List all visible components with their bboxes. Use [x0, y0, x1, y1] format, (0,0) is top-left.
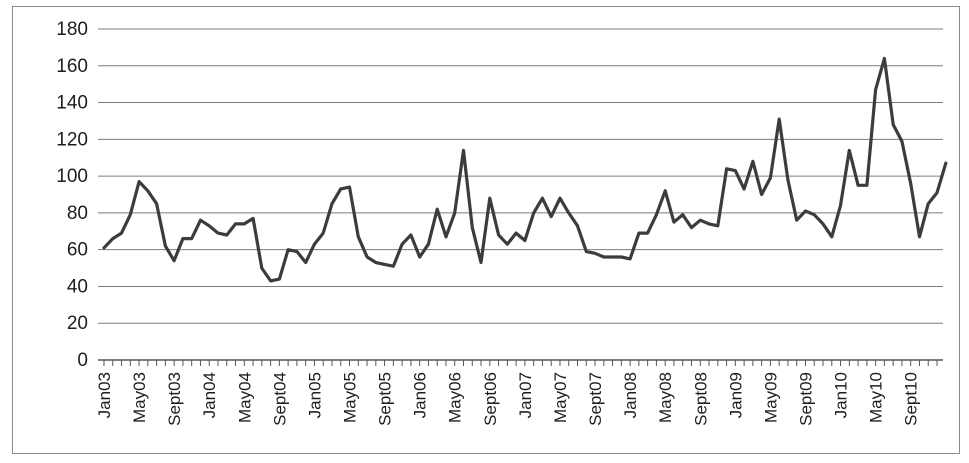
x-tick-label: Jan05	[305, 372, 324, 418]
y-tick-label: 160	[56, 56, 88, 77]
x-tick-label: May06	[446, 372, 465, 423]
x-tick-label: Jan09	[726, 372, 745, 418]
x-tick-label: May07	[551, 372, 570, 423]
x-tick-label: May09	[761, 372, 780, 423]
x-tick-label: Sept03	[165, 372, 184, 426]
x-tick-label: Sept04	[270, 372, 289, 426]
x-tick-label: Jan08	[621, 372, 640, 418]
x-tick-label: Jan07	[516, 372, 535, 418]
y-tick-label: 180	[56, 19, 88, 40]
chart-frame: 0 20 40 60 80 100 120 140 160 180 Jan03 May03 Sept0…	[12, 6, 960, 454]
x-axis-ticks: Jan03 May03 Sept03 Jan04 May04 Sept04 Jan05 May…	[95, 360, 938, 426]
y-tick-label: 100	[56, 166, 88, 187]
x-tick-label: Jan06	[411, 372, 430, 418]
x-tick-label: Sept08	[691, 372, 710, 426]
y-tick-label: 60	[67, 240, 88, 261]
x-tick-label: Jan10	[832, 372, 851, 418]
series-line	[102, 56, 948, 283]
y-tick-label: 120	[56, 129, 88, 150]
x-tick-label: Jan03	[95, 372, 114, 418]
x-tick-label: May08	[656, 372, 675, 423]
series-layer	[102, 56, 948, 283]
x-tick-label: Sept06	[481, 372, 500, 426]
gridlines	[98, 28, 943, 324]
y-tick-label: 80	[67, 203, 88, 224]
y-axis-ticks: 0 20 40 60 80 100 120 140 160 180	[56, 19, 88, 371]
x-tick-label: Sept10	[902, 372, 921, 426]
x-tick-label: May03	[130, 372, 149, 423]
x-tick-label: May04	[235, 372, 254, 423]
x-tick-label: May05	[341, 372, 360, 423]
x-tick-label: Sept05	[376, 372, 395, 426]
y-tick-label: 0	[77, 350, 88, 371]
x-tick-label: May10	[867, 372, 886, 423]
line-chart: 0 20 40 60 80 100 120 140 160 180 Jan03 May03 Sept0…	[56, 19, 948, 426]
x-tick-label: Jan04	[200, 372, 219, 418]
x-tick-label: Sept07	[586, 372, 605, 426]
y-tick-label: 140	[56, 93, 88, 114]
y-tick-label: 40	[67, 276, 88, 297]
x-tick-label: Sept09	[796, 372, 815, 426]
y-tick-label: 20	[67, 313, 88, 334]
